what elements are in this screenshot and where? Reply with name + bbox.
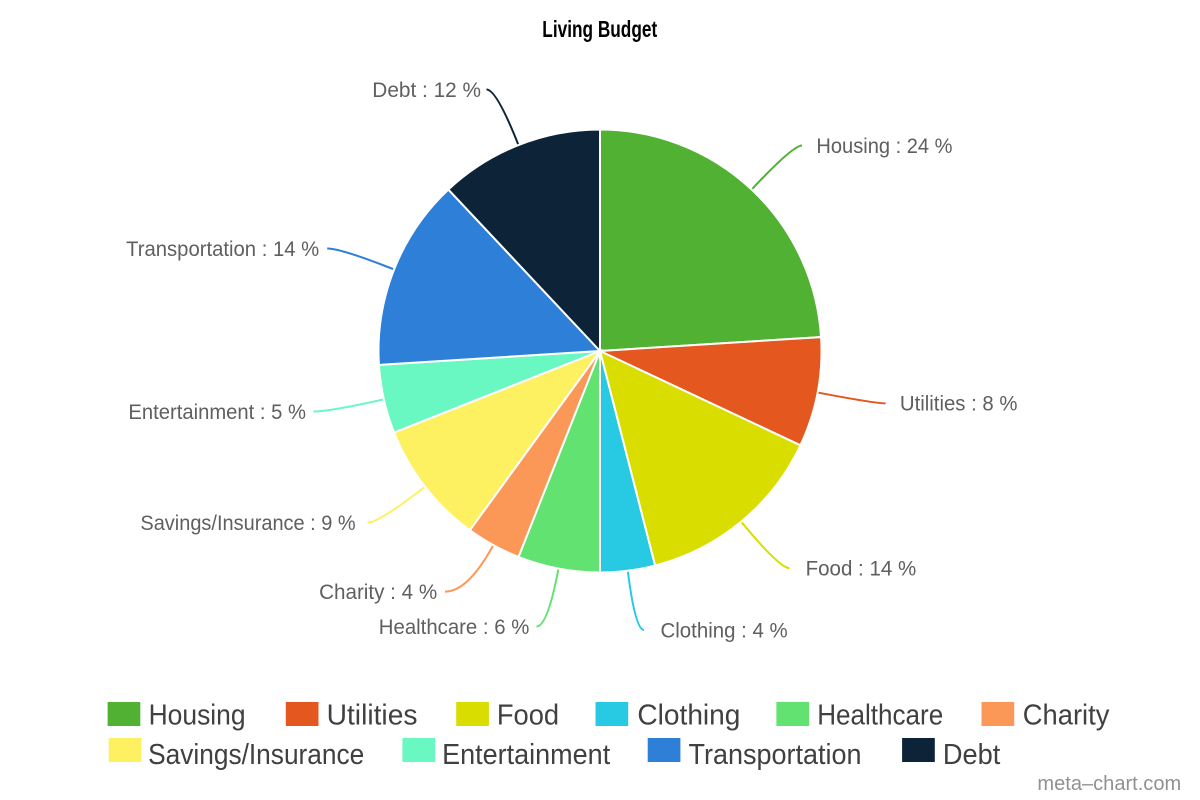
svg-text:Charity : 4 %: Charity : 4 % xyxy=(319,581,437,604)
svg-text:Savings/Insurance : 9 %: Savings/Insurance : 9 % xyxy=(140,512,355,535)
svg-text:Debt : 12 %: Debt : 12 % xyxy=(372,79,481,102)
svg-text:Healthcare : 6 %: Healthcare : 6 % xyxy=(379,616,530,639)
svg-text:Food: Food xyxy=(497,699,559,731)
svg-text:Clothing : 4 %: Clothing : 4 % xyxy=(661,619,788,642)
svg-text:Clothing: Clothing xyxy=(637,699,740,731)
svg-text:Transportation: Transportation xyxy=(689,739,862,771)
svg-text:Utilities : 8 %: Utilities : 8 % xyxy=(900,393,1018,416)
svg-text:Housing: Housing xyxy=(149,699,246,731)
svg-text:Food : 14 %: Food : 14 % xyxy=(806,557,917,580)
svg-text:Housing : 24 %: Housing : 24 % xyxy=(816,135,952,158)
svg-text:Savings/Insurance: Savings/Insurance xyxy=(148,739,364,771)
svg-text:Charity: Charity xyxy=(1023,699,1110,731)
svg-text:Entertainment : 5 %: Entertainment : 5 % xyxy=(128,401,306,424)
svg-text:Debt: Debt xyxy=(943,739,1000,771)
svg-text:meta–chart.com: meta–chart.com xyxy=(1037,773,1181,795)
svg-text:Utilities: Utilities xyxy=(327,699,418,731)
svg-text:Living Budget: Living Budget xyxy=(542,16,657,42)
svg-text:Healthcare: Healthcare xyxy=(817,699,943,731)
svg-text:Entertainment: Entertainment xyxy=(442,739,610,771)
svg-text:Transportation : 14 %: Transportation : 14 % xyxy=(126,238,319,261)
